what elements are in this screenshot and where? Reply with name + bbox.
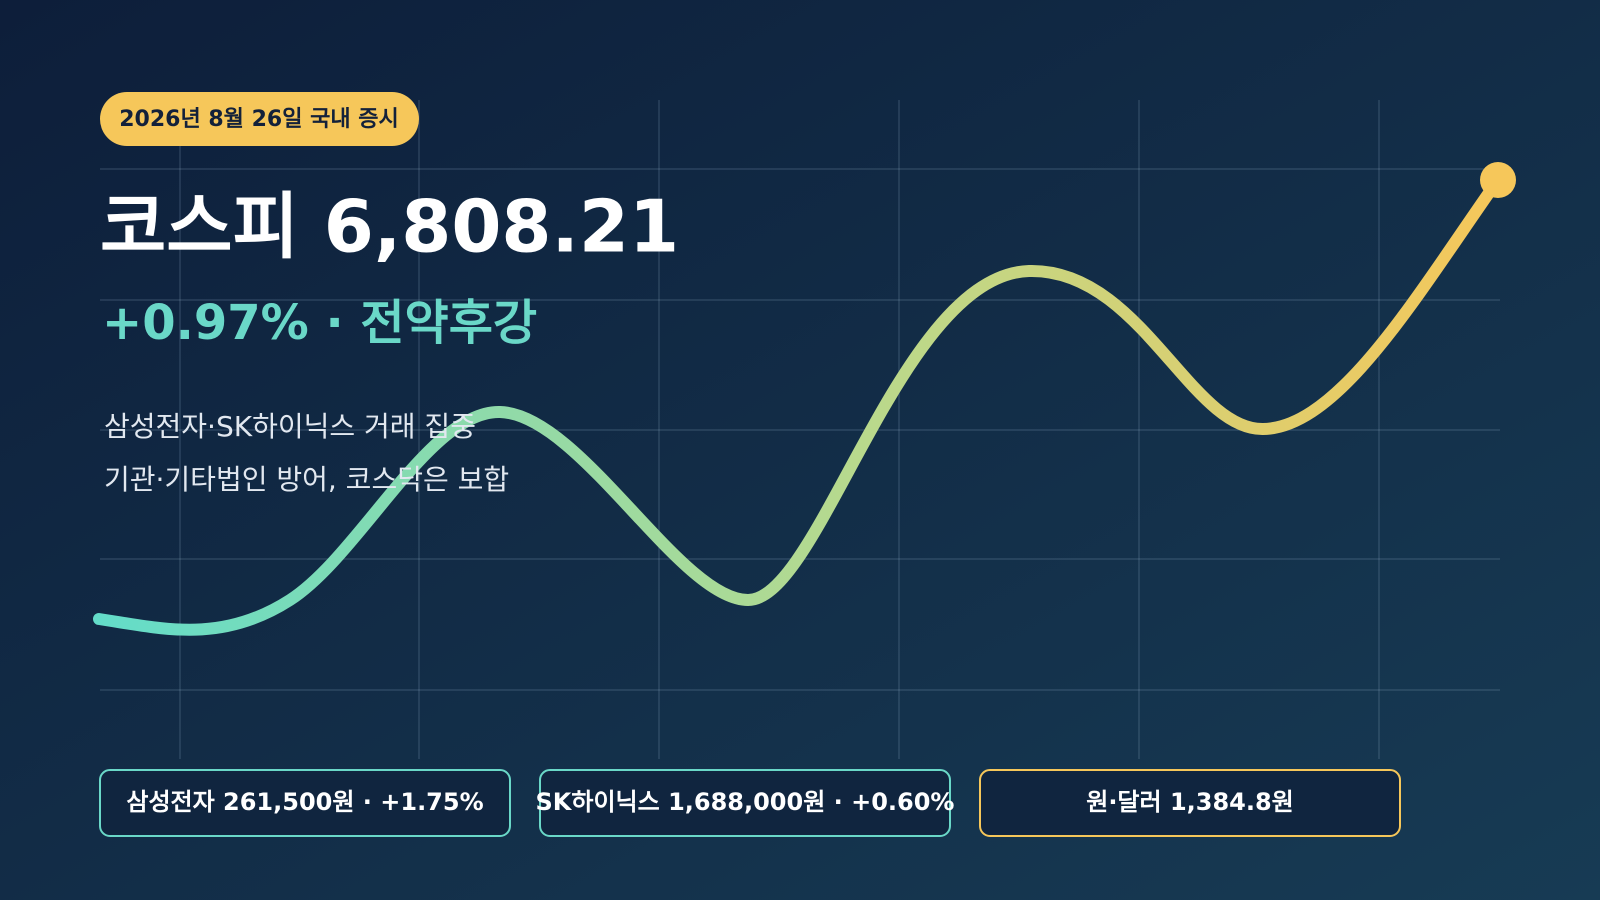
headline: 코스피 6,808.21: [100, 185, 679, 269]
pill: [539, 769, 951, 837]
change: +0.97% · 전약후강: [102, 295, 537, 351]
note: 삼성전자·SK하이닉스 거래 집중: [104, 410, 476, 443]
note: 기관·기타법인 방어, 코스닥은 보합: [104, 463, 509, 496]
trend-curve: [93, 174, 1504, 636]
pill-text: SK하이닉스 1,688,000원 · +0.60%: [536, 788, 955, 816]
pill: [99, 769, 511, 837]
pill-text: 삼성전자 261,500원 · +1.75%: [126, 788, 483, 816]
curve-end-dot: [1480, 162, 1516, 198]
pill-text: 원·달러 1,384.8원: [1086, 788, 1294, 816]
date-badge-text: 2026년 8월 26일 국내 증시: [119, 107, 398, 132]
date-badge: [100, 92, 419, 146]
pill: [979, 769, 1401, 837]
